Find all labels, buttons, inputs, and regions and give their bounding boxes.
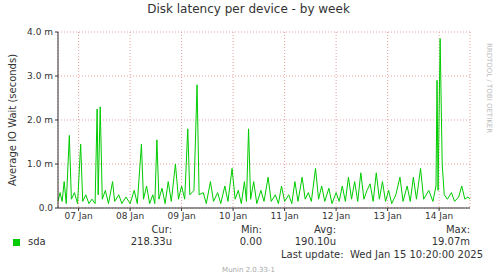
html-text:190.10u: 190.10u: [294, 236, 336, 247]
html-text:19.07m: 19.07m: [431, 236, 470, 247]
html-text:Average IO Wait (seconds): Average IO Wait (seconds): [6, 53, 18, 187]
svg-text:14 Jan: 14 Jan: [425, 211, 453, 221]
svg-text:1.0 m: 1.0 m: [27, 159, 53, 169]
html-text:sda: sda: [28, 236, 46, 247]
html-text:RRDTOOL / TOBI OETIKER: RRDTOOL / TOBI OETIKER: [485, 42, 493, 134]
html-text:Last update: Wed Jan 15 10:20:: Last update: Wed Jan 15 10:20:00 2025: [281, 249, 483, 260]
html-text:0.00: 0.00: [239, 236, 262, 247]
svg-text:4.0 m: 4.0 m: [27, 27, 53, 37]
html-text:218.33u: 218.33u: [130, 236, 172, 247]
svg-text:11 Jan: 11 Jan: [271, 211, 299, 221]
svg-text:13 Jan: 13 Jan: [374, 211, 402, 221]
html-text:Cur:: Cur:: [151, 224, 172, 235]
svg-text:09 Jan: 09 Jan: [168, 211, 196, 221]
html-text:Avg:: Avg:: [314, 224, 336, 235]
svg-text:10 Jan: 10 Jan: [219, 211, 247, 221]
svg-text:0.0: 0.0: [39, 203, 54, 213]
html-text:Munin 2.0.33-1: Munin 2.0.33-1: [222, 266, 275, 274]
html-text:Disk latency per device - by w: Disk latency per device - by week: [147, 2, 350, 16]
svg-text:3.0 m: 3.0 m: [27, 71, 53, 81]
svg-text:08 Jan: 08 Jan: [116, 211, 144, 221]
svg-text:2.0 m: 2.0 m: [27, 115, 53, 125]
html-text:Max:: Max:: [446, 224, 470, 235]
svg-text:12 Jan: 12 Jan: [322, 211, 350, 221]
html-text:Min:: Min:: [240, 224, 262, 235]
svg-text:07 Jan: 07 Jan: [65, 211, 93, 221]
